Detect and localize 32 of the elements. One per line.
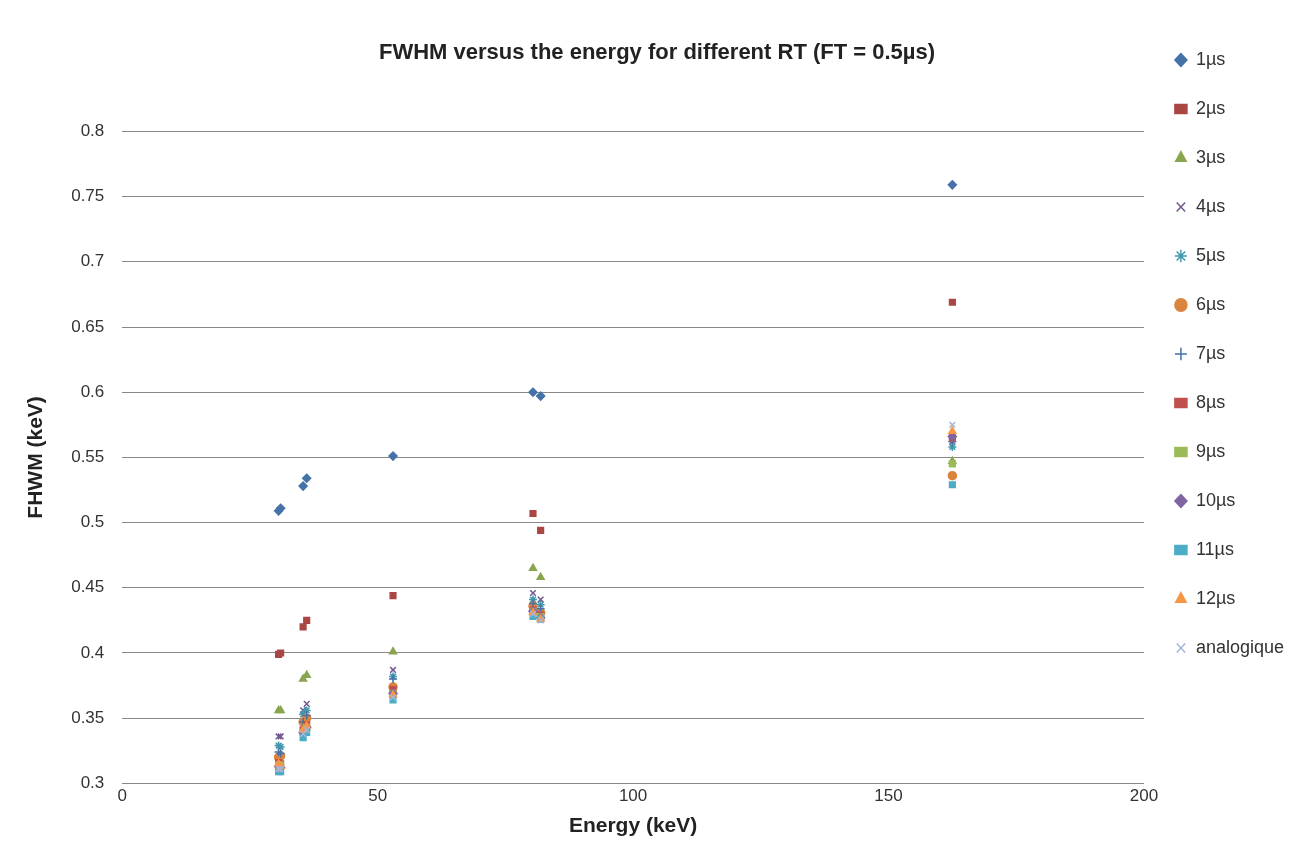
y-tick-label: 0.35 bbox=[71, 707, 105, 727]
y-tick-label: 0.8 bbox=[80, 121, 105, 141]
legend-label: 9µs bbox=[1195, 440, 1226, 461]
legend-label: 11µs bbox=[1195, 538, 1234, 559]
legend-label: 2µs bbox=[1195, 97, 1226, 118]
chart-title: FWHM versus the energy for different RT (FT = 0.5µs) bbox=[378, 39, 936, 65]
y-tick-label: 0.55 bbox=[71, 447, 105, 467]
legend-label: 5µs bbox=[1195, 244, 1226, 265]
legend-label: 6µs bbox=[1195, 293, 1226, 314]
y-tick-label: 0.5 bbox=[80, 512, 105, 532]
x-axis-title: Energy (keV) bbox=[568, 813, 698, 837]
legend-label: 4µs bbox=[1195, 195, 1226, 216]
legend-label: 8µs bbox=[1195, 391, 1226, 412]
x-tick-label: 150 bbox=[874, 786, 903, 806]
y-tick-label: 0.6 bbox=[80, 381, 105, 401]
x-tick-label: 100 bbox=[618, 786, 648, 806]
x-tick-label: 0 bbox=[117, 786, 128, 806]
y-tick-label: 0.65 bbox=[71, 316, 105, 336]
x-tick-label: 50 bbox=[368, 786, 388, 806]
y-tick-label: 0.3 bbox=[80, 773, 105, 793]
x-tick-label: 200 bbox=[1129, 786, 1159, 806]
y-tick-label: 0.45 bbox=[71, 577, 105, 597]
legend-label: 7µs bbox=[1195, 342, 1226, 363]
legend-label: 12µs bbox=[1195, 587, 1236, 608]
legend-label: analogique bbox=[1195, 636, 1285, 657]
legend-label: 10µs bbox=[1195, 489, 1236, 510]
legend-label: 1µs bbox=[1195, 48, 1226, 69]
y-tick-label: 0.4 bbox=[80, 642, 105, 662]
legend-label: 3µs bbox=[1195, 146, 1226, 167]
y-tick-label: 0.7 bbox=[80, 251, 105, 271]
y-tick-label: 0.75 bbox=[71, 186, 105, 206]
y-axis-title: FHWM (keV) bbox=[23, 396, 47, 519]
